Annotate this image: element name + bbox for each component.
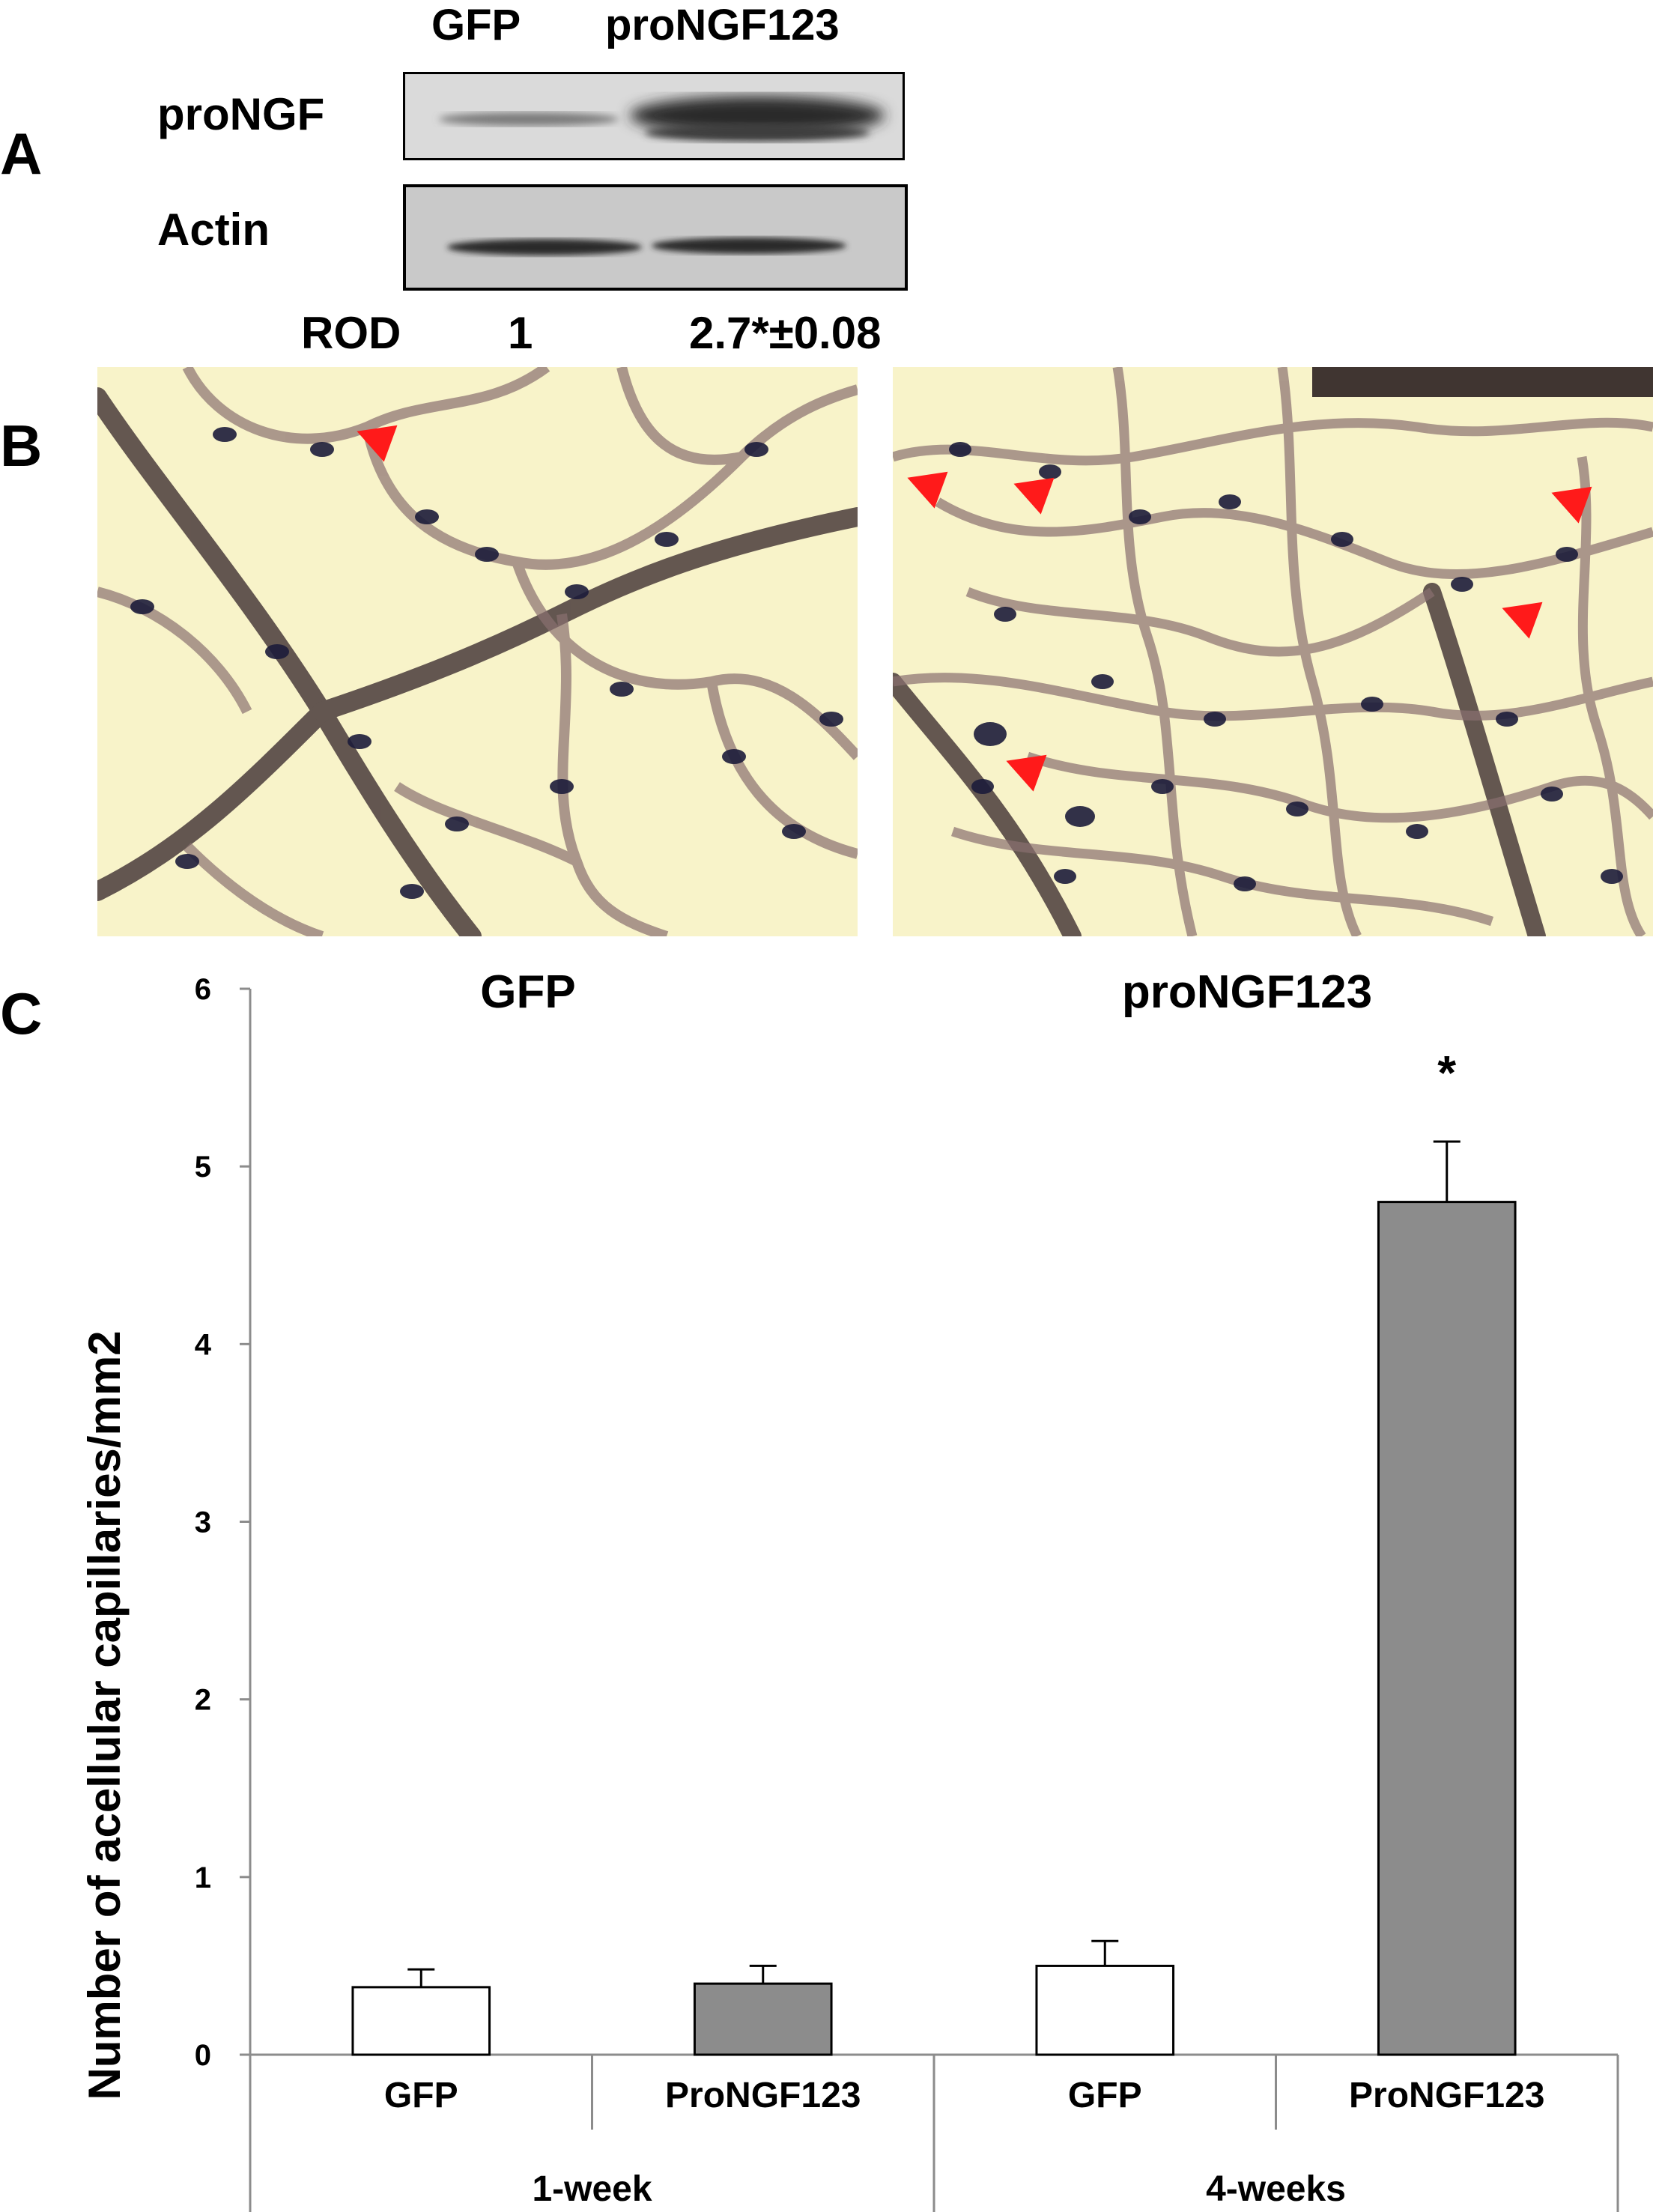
panel-a-letter: A — [0, 121, 43, 187]
micrograph-gfp-vessels — [97, 367, 858, 936]
bar-2 — [1035, 1964, 1175, 2056]
panel-b-letter: B — [0, 413, 43, 479]
band-gfp-actin — [447, 239, 642, 255]
row-label-actin: Actin — [157, 204, 270, 255]
x-group-label: 1-week — [532, 2169, 652, 2209]
rod-value-gfp: 1 — [508, 308, 533, 358]
rod-label: ROD — [301, 308, 401, 358]
x-category-label: ProNGF123 — [1349, 2076, 1544, 2115]
blot-prongf-bands — [439, 96, 885, 142]
y-tick-label: 3 — [195, 1506, 211, 1539]
group-title-gfp: GFP — [480, 966, 575, 1018]
y-tick-label: 0 — [195, 2039, 211, 2072]
micrograph-prongf123 — [893, 367, 1653, 936]
panel-c-letter: C — [0, 981, 43, 1046]
bar-chart: Number of acellular capillaries/mm2 GFP … — [79, 966, 1619, 2212]
band-prongf123-actin — [652, 237, 846, 254]
y-tick-label: 2 — [195, 1684, 211, 1717]
blot-actin — [403, 184, 908, 291]
lane-label-gfp: GFP — [431, 1, 521, 49]
group-title-prongf123: proNGF123 — [1122, 966, 1372, 1018]
y-tick-label: 6 — [195, 973, 211, 1006]
x-group-label: 4-weeks — [1206, 2169, 1346, 2209]
band-gfp-prongf — [439, 112, 619, 126]
x-category-label: GFP — [384, 2076, 458, 2115]
y-tick-label: 4 — [195, 1328, 212, 1361]
blot-actin-bands — [447, 237, 846, 255]
x-category-label: GFP — [1068, 2076, 1142, 2115]
bar-layer — [351, 1140, 1517, 2056]
x-category-label: ProNGF123 — [665, 2076, 861, 2115]
micrograph-gfp — [97, 367, 858, 936]
y-tick-label: 5 — [195, 1151, 211, 1184]
blot-prongf — [403, 72, 905, 160]
significance-star: * — [1437, 1046, 1456, 1100]
bar-1 — [693, 1982, 833, 2056]
y-axis-title: Number of acellular capillaries/mm2 — [79, 1330, 130, 2100]
bar-0 — [351, 1986, 491, 2056]
label-layer: 0 1 2 3 4 5 6 GFP ProNGF123 GFP ProNGF123 1-week 4-w… — [195, 973, 1545, 2209]
bar-3 — [1377, 1201, 1517, 2056]
rod-value-prongf123: 2.7*±0.08 — [689, 308, 882, 358]
row-label-prongf: proNGF — [157, 89, 325, 139]
band-prongf123-prongf — [630, 96, 885, 135]
y-tick-label: 1 — [195, 1861, 211, 1894]
micrograph-prongf123-vessels — [893, 367, 1653, 936]
lane-label-prongf123: proNGF123 — [605, 1, 840, 49]
